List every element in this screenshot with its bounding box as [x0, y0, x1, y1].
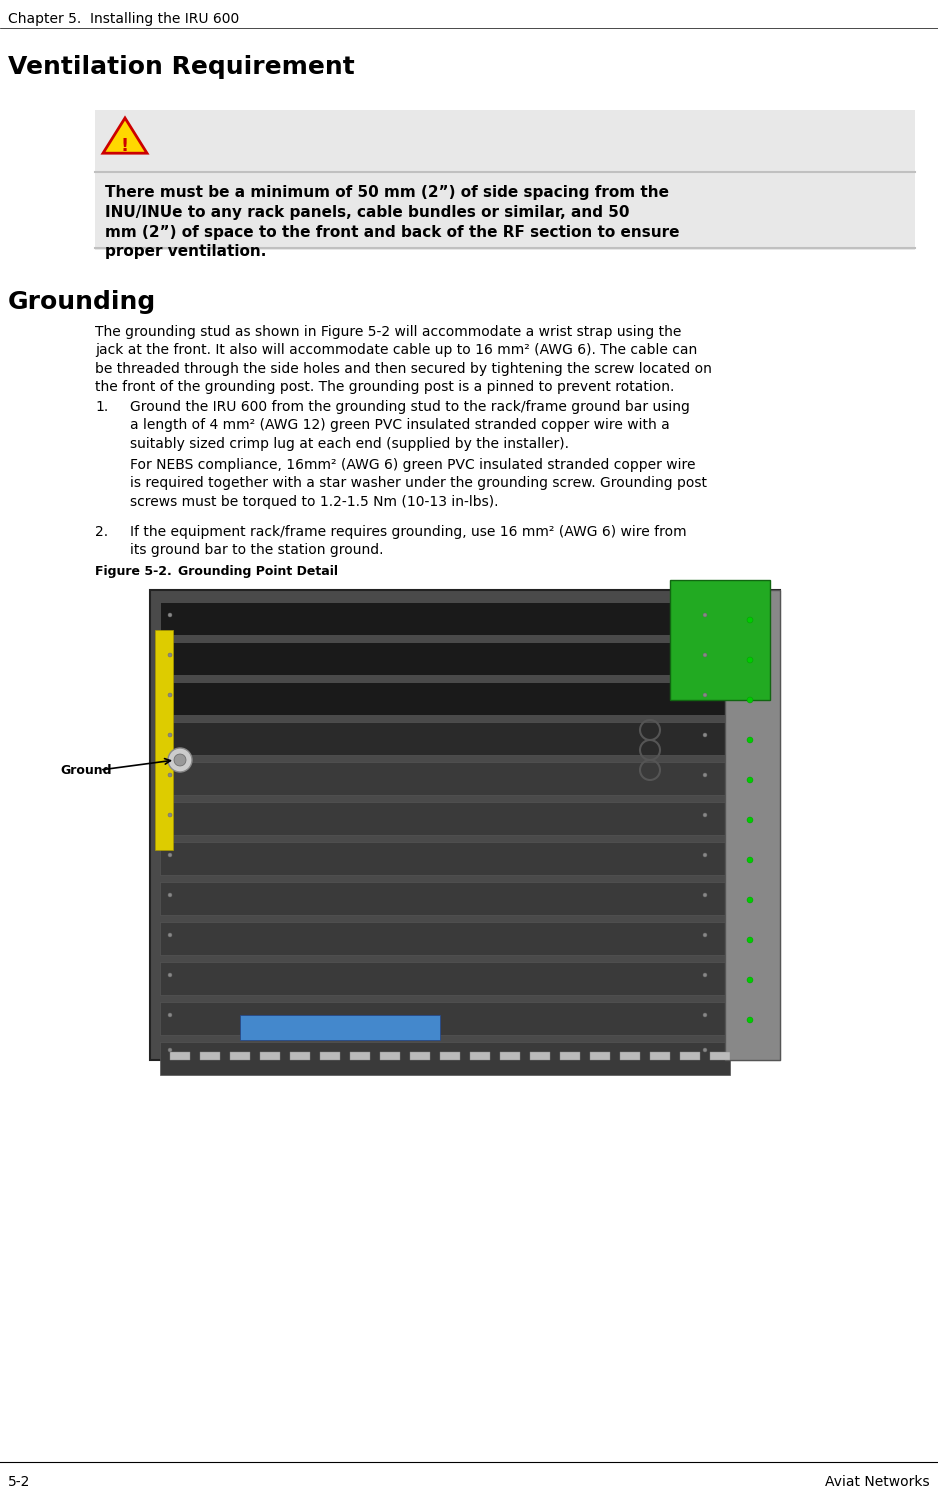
Circle shape — [747, 657, 753, 663]
Bar — [620, 1052, 640, 1060]
Text: Figure 5-2. Grounding Point Detail: Figure 5-2. Grounding Point Detail — [95, 565, 338, 578]
Text: The grounding stud as shown in Figure 5-2 will accommodate a wrist strap using t: The grounding stud as shown in Figure 5-… — [95, 325, 712, 394]
Circle shape — [747, 857, 753, 863]
Bar — [160, 1002, 730, 1036]
Bar — [160, 682, 730, 715]
Bar — [160, 883, 730, 915]
Circle shape — [703, 692, 707, 697]
Circle shape — [747, 938, 753, 944]
Circle shape — [168, 1048, 172, 1052]
Circle shape — [168, 893, 172, 898]
Bar — [160, 961, 730, 996]
Bar — [160, 762, 730, 795]
Circle shape — [747, 777, 753, 783]
Circle shape — [747, 1016, 753, 1022]
Bar — [160, 722, 730, 755]
Bar — [710, 1052, 730, 1060]
Bar — [260, 1052, 280, 1060]
Bar — [380, 1052, 400, 1060]
Bar — [170, 1052, 190, 1060]
Bar — [440, 1052, 460, 1060]
Text: Aviat Networks: Aviat Networks — [825, 1476, 930, 1486]
Circle shape — [168, 973, 172, 976]
Circle shape — [747, 737, 753, 743]
Circle shape — [168, 733, 172, 737]
Circle shape — [703, 1048, 707, 1052]
Circle shape — [703, 973, 707, 976]
Circle shape — [703, 652, 707, 657]
Bar — [240, 1015, 440, 1040]
Circle shape — [168, 853, 172, 857]
Text: If the equipment rack/frame requires grounding, use 16 mm² (AWG 6) wire from
its: If the equipment rack/frame requires gro… — [130, 525, 687, 557]
Polygon shape — [103, 117, 147, 153]
Bar — [150, 590, 780, 1060]
Circle shape — [168, 652, 172, 657]
Text: There must be a minimum of 50 mm (2”) of side spacing from the
INU/INUe to any r: There must be a minimum of 50 mm (2”) of… — [105, 184, 679, 260]
Circle shape — [168, 1013, 172, 1016]
Bar — [160, 921, 730, 955]
Circle shape — [747, 697, 753, 703]
Bar — [160, 802, 730, 835]
Text: Grounding: Grounding — [8, 290, 157, 314]
Text: Ventilation Requirement: Ventilation Requirement — [8, 55, 355, 79]
Text: 1.: 1. — [95, 400, 108, 415]
Circle shape — [703, 773, 707, 777]
Circle shape — [168, 692, 172, 697]
Bar — [725, 590, 780, 1060]
Bar — [160, 1042, 730, 1074]
Text: For NEBS compliance, 16mm² (AWG 6) green PVC insulated stranded copper wire
is r: For NEBS compliance, 16mm² (AWG 6) green… — [130, 458, 707, 508]
Circle shape — [703, 733, 707, 737]
Text: !: ! — [121, 137, 129, 155]
Bar — [650, 1052, 670, 1060]
Bar — [160, 602, 730, 635]
Circle shape — [174, 753, 186, 765]
Circle shape — [703, 933, 707, 938]
Bar — [590, 1052, 610, 1060]
Circle shape — [168, 747, 192, 773]
Circle shape — [747, 817, 753, 823]
Bar — [200, 1052, 220, 1060]
Bar — [680, 1052, 700, 1060]
Text: Ground the IRU 600 from the grounding stud to the rack/frame ground bar using
a : Ground the IRU 600 from the grounding st… — [130, 400, 689, 450]
Bar — [95, 110, 915, 250]
Bar — [410, 1052, 430, 1060]
Text: Ground: Ground — [60, 764, 112, 777]
Bar — [470, 1052, 490, 1060]
Text: Chapter 5.  Installing the IRU 600: Chapter 5. Installing the IRU 600 — [8, 12, 239, 25]
Circle shape — [747, 617, 753, 623]
Bar — [560, 1052, 580, 1060]
Text: 5-2: 5-2 — [8, 1476, 30, 1486]
Bar — [350, 1052, 370, 1060]
Circle shape — [703, 614, 707, 617]
Circle shape — [168, 773, 172, 777]
Bar — [160, 843, 730, 875]
Circle shape — [703, 1013, 707, 1016]
Circle shape — [747, 976, 753, 984]
Circle shape — [168, 933, 172, 938]
Bar — [530, 1052, 550, 1060]
Bar — [160, 642, 730, 675]
Bar — [230, 1052, 250, 1060]
Circle shape — [168, 813, 172, 817]
Circle shape — [703, 813, 707, 817]
Bar — [155, 630, 173, 850]
Bar — [670, 580, 770, 700]
Circle shape — [703, 893, 707, 898]
Circle shape — [168, 614, 172, 617]
Circle shape — [747, 898, 753, 903]
Bar — [290, 1052, 310, 1060]
Circle shape — [703, 853, 707, 857]
Bar — [320, 1052, 340, 1060]
Text: 2.: 2. — [95, 525, 108, 539]
Bar — [500, 1052, 520, 1060]
